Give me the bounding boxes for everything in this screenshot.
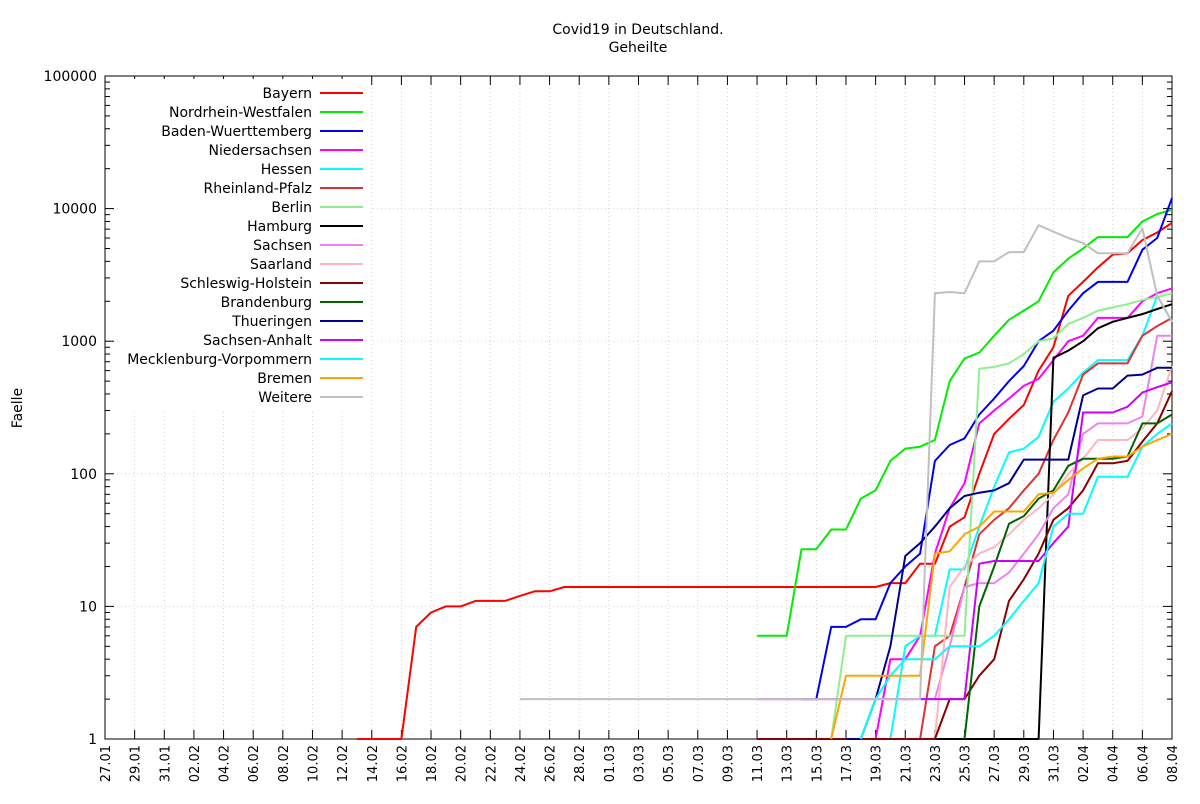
y-tick-label: 100000	[44, 69, 97, 85]
x-tick-label: 04.02	[218, 745, 233, 782]
series-line-bremen	[830, 432, 1173, 740]
legend-label: Baden-Wuerttemberg	[161, 124, 312, 140]
series-line-hamburg	[831, 303, 1173, 740]
series-lines	[356, 197, 1173, 740]
x-tick-label: 05.03	[662, 745, 677, 782]
series-line-mecklenburg-vorpommern	[859, 422, 1173, 740]
y-axis-label: Faelle	[10, 388, 26, 428]
x-tick-label: 01.03	[603, 745, 618, 782]
x-tick-label: 08.04	[1166, 745, 1181, 782]
axes: 1 10 100 1000 10000 100000 27.01 29.01 31.01 02.0…	[44, 69, 1181, 782]
x-tick-label: 27.03	[988, 745, 1003, 782]
legend-label: Nordrhein-Westfalen	[169, 105, 312, 121]
chart-subtitle: Geheilte	[609, 40, 668, 56]
x-tick-label: 07.03	[692, 745, 707, 782]
x-tick-label: 02.04	[1077, 745, 1092, 782]
x-tick-label: 24.02	[514, 745, 529, 782]
legend-label: Bremen	[257, 371, 312, 387]
series-line-weitere	[519, 224, 1173, 701]
y-tick-label: 1	[88, 732, 97, 748]
x-tick-label: 04.04	[1107, 745, 1122, 782]
y-tick-label: 100	[70, 467, 97, 483]
x-tick-label: 17.03	[840, 745, 855, 782]
x-tick-label: 12.02	[336, 745, 351, 782]
legend-label: Bayern	[263, 86, 312, 102]
x-tick-label: 08.02	[277, 745, 292, 782]
legend: Bayern Nordrhein-Westfalen Baden-Wuerttemb…	[127, 86, 363, 406]
legend-label: Hamburg	[247, 219, 312, 235]
legend-label: Sachsen	[253, 238, 312, 254]
y-tick-label: 10000	[52, 202, 97, 218]
x-tick-label: 14.02	[366, 745, 381, 782]
series-line-berlin	[830, 292, 1173, 740]
legend-label: Mecklenburg-Vorpommern	[127, 352, 312, 368]
x-tick-label: 09.03	[721, 745, 736, 782]
x-tick-label: 13.03	[781, 745, 796, 782]
series-line-bayern	[356, 222, 1173, 740]
x-tick-label: 28.02	[573, 745, 588, 782]
x-tick-label: 06.02	[247, 745, 262, 782]
y-tick-label: 1000	[61, 334, 97, 350]
x-tick-label: 29.03	[1018, 745, 1033, 782]
legend-label: Rheinland-Pfalz	[204, 181, 312, 197]
chart-title: Covid19 in Deutschland.	[552, 22, 723, 38]
series-line-baden-wuerttemberg	[801, 197, 1173, 701]
x-tick-label: 22.02	[484, 745, 499, 782]
series-line-brandenburg	[963, 413, 1173, 740]
x-tick-label: 18.02	[425, 745, 440, 782]
series-line-hessen	[889, 294, 1173, 740]
series-line-nordrhein-westfalen	[757, 208, 1173, 637]
x-tick-label: 15.03	[810, 745, 825, 782]
x-tick-label: 26.02	[544, 745, 559, 782]
legend-label: Sachsen-Anhalt	[203, 333, 312, 349]
x-tick-label: 23.03	[929, 745, 944, 782]
legend-label: Niedersachsen	[209, 143, 312, 159]
legend-label: Saarland	[250, 257, 312, 273]
series-line-saarland	[933, 365, 1173, 740]
y-tick-label: 10	[79, 599, 97, 615]
x-tick-label: 19.03	[870, 745, 885, 782]
legend-label: Thueringen	[231, 314, 312, 330]
x-tick-label: 31.01	[158, 745, 173, 782]
series-line-thueringen	[846, 366, 1172, 740]
legend-label: Schleswig-Holstein	[180, 276, 312, 292]
x-tick-label: 27.01	[99, 745, 114, 782]
x-tick-label: 29.01	[129, 745, 144, 782]
series-line-niedersachsen	[874, 287, 1173, 740]
series-line-sachsen-anhalt	[757, 381, 1173, 701]
legend-label: Berlin	[271, 200, 312, 216]
x-tick-label: 16.02	[395, 745, 410, 782]
x-tick-label: 31.03	[1047, 745, 1062, 782]
x-tick-label: 11.03	[751, 745, 766, 782]
legend-label: Weitere	[258, 390, 312, 406]
legend-label: Brandenburg	[221, 295, 312, 311]
x-tick-label: 03.03	[633, 745, 648, 782]
x-tick-label: 21.03	[899, 745, 914, 782]
x-tick-label: 25.03	[959, 745, 974, 782]
x-tick-label: 20.02	[455, 745, 470, 782]
x-tick-label: 06.04	[1136, 745, 1151, 782]
x-tick-label: 02.02	[188, 745, 203, 782]
legend-label: Hessen	[261, 162, 312, 178]
series-line-sachsen	[920, 334, 1172, 701]
x-tick-label: 10.02	[306, 745, 321, 782]
